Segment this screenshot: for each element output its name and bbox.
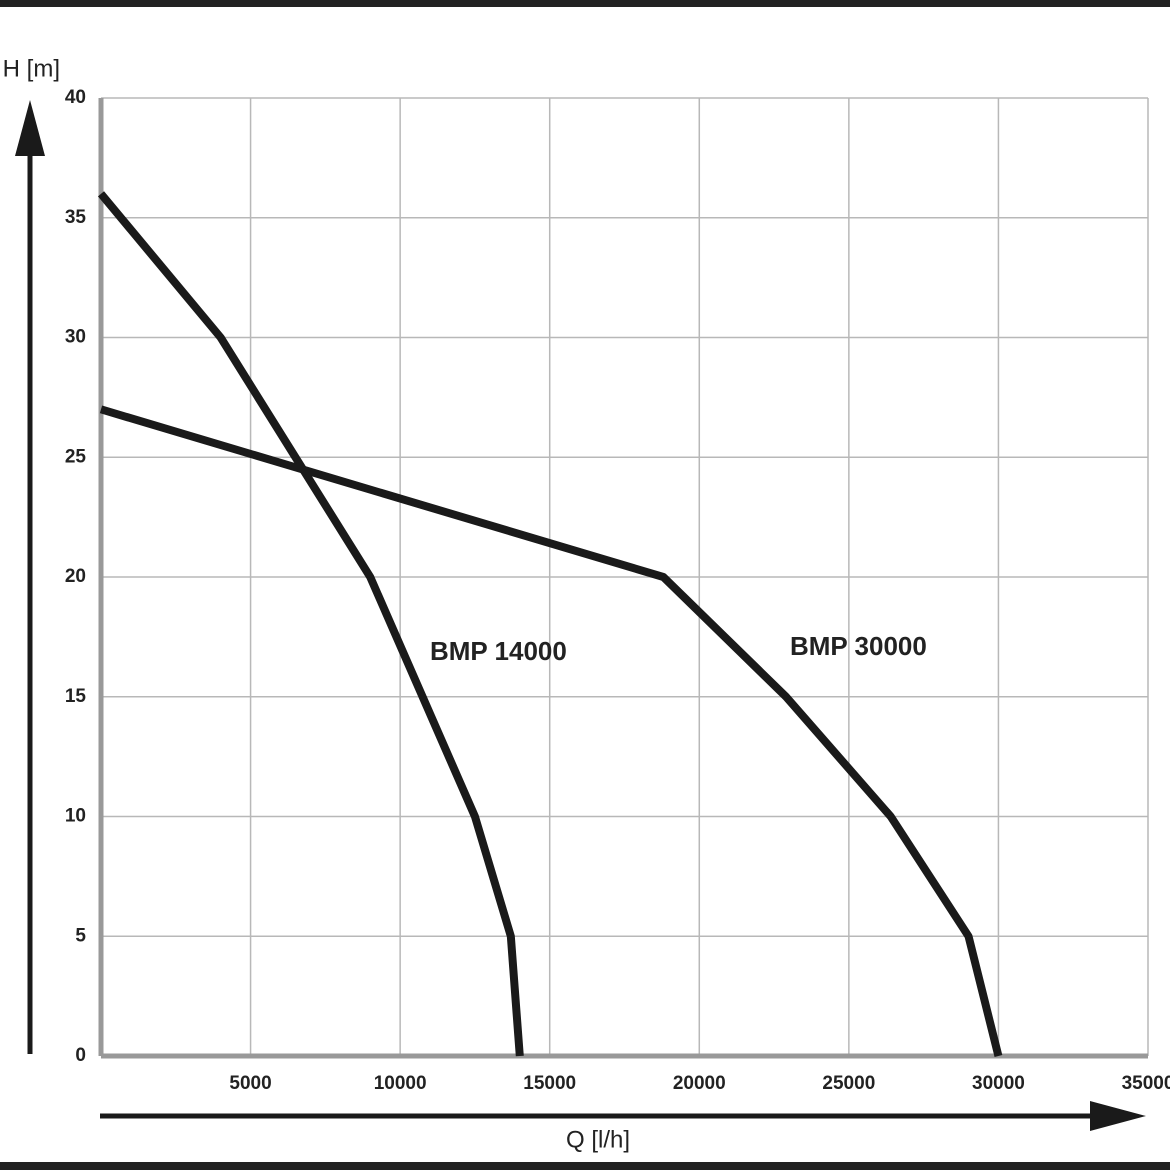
y-tick-label: 40 xyxy=(65,87,86,108)
plot-area: 0 5 10 15 20 25 30 35 40 5000 10000 15000 20000 25000… xyxy=(65,87,1170,1094)
series-label: BMP 14000 xyxy=(430,636,567,666)
x-tick-label: 25000 xyxy=(822,1073,875,1094)
y-tick-label: 5 xyxy=(75,925,86,946)
x-tick-label: 5000 xyxy=(229,1073,271,1094)
y-tick-label: 15 xyxy=(65,686,87,707)
y-tick-label: 35 xyxy=(65,207,87,228)
x-tick-label: 35000 xyxy=(1122,1073,1170,1094)
top-border xyxy=(0,0,1170,7)
x-tick-label: 15000 xyxy=(523,1073,576,1094)
bottom-border xyxy=(0,1162,1170,1170)
series-line xyxy=(99,405,1003,1057)
y-arrow-head xyxy=(15,100,45,156)
y-tick-label: 30 xyxy=(65,327,86,348)
y-tick-label: 20 xyxy=(65,566,86,587)
y-axis-label: H [m] xyxy=(3,55,60,82)
series-line xyxy=(97,191,524,1057)
y-tick-label: 25 xyxy=(65,446,87,467)
y-tick-label: 0 xyxy=(75,1045,86,1066)
series-label: BMP 30000 xyxy=(790,631,927,661)
x-tick-label: 20000 xyxy=(673,1073,726,1094)
x-axis-label: Q [l/h] xyxy=(566,1126,630,1153)
x-tick-label: 30000 xyxy=(972,1073,1025,1094)
x-tick-label: 10000 xyxy=(374,1073,427,1094)
x-arrow-head xyxy=(1090,1101,1146,1131)
y-tick-label: 10 xyxy=(65,806,86,827)
